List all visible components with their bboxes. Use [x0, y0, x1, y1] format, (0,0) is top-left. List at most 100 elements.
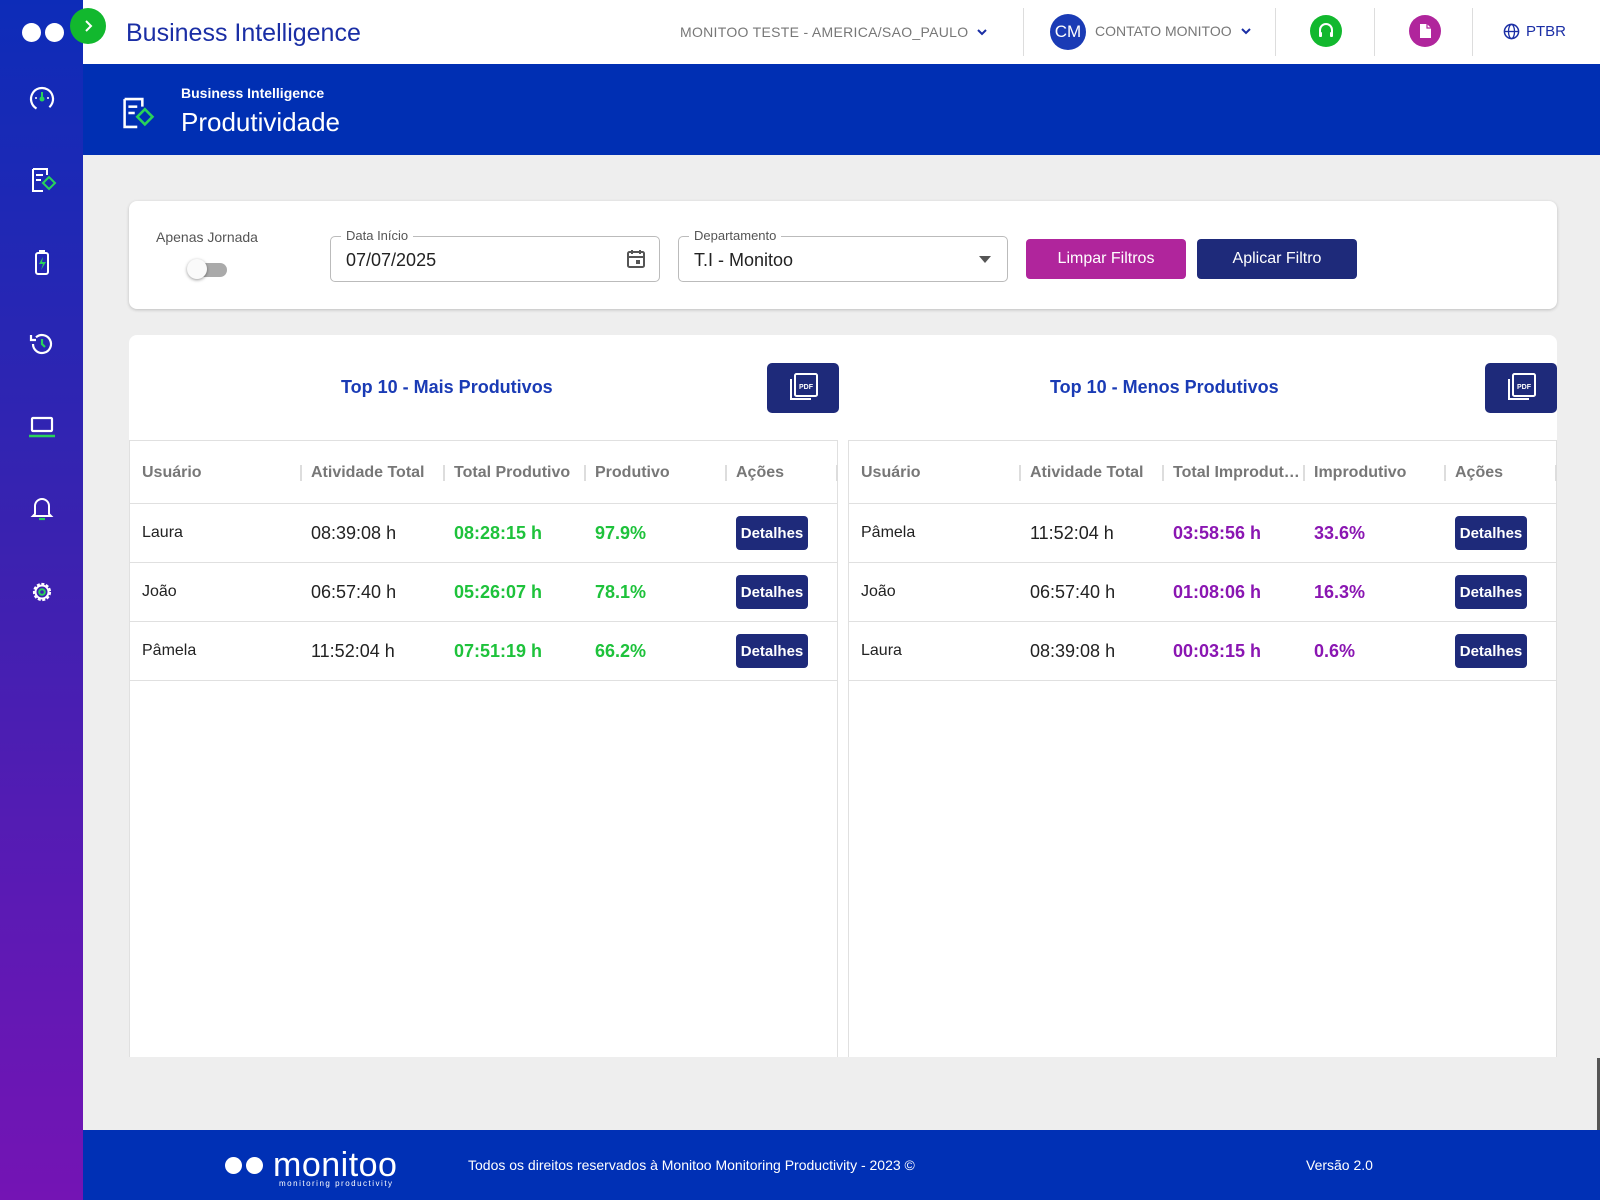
- avatar[interactable]: CM: [1050, 14, 1086, 50]
- column-header-user[interactable]: Usuário: [861, 464, 921, 481]
- battery-icon: [34, 250, 49, 275]
- app-logo: [0, 0, 83, 64]
- activity-total: 11:52:04 h: [1030, 523, 1114, 543]
- headset-icon: [1319, 23, 1333, 37]
- org-timezone-select[interactable]: MONITOO TESTE - AMERICA/SAO_PAULO: [680, 24, 988, 40]
- column-header-user[interactable]: Usuário: [142, 464, 202, 481]
- breadcrumb: Business Intelligence: [181, 85, 325, 101]
- chevron-right-icon: [85, 20, 93, 32]
- calendar-icon[interactable]: [625, 248, 647, 270]
- productive-percent: 78.1%: [595, 582, 647, 602]
- toggle-label: Apenas Jornada: [156, 229, 258, 245]
- top-header: Business Intelligence MONITOO TESTE - AM…: [83, 0, 1600, 64]
- department-value: T.I - Monitoo: [694, 250, 794, 270]
- sidebar: [0, 0, 83, 1200]
- nav-history[interactable]: [0, 314, 83, 374]
- document-button[interactable]: [1409, 15, 1441, 47]
- table-row: João 06:57:40 h 05:26:07 h 78.1% Detalhe…: [130, 563, 837, 622]
- column-header-actions: Ações: [1455, 464, 1504, 481]
- table-row: Pâmela 11:52:04 h 07:51:19 h 66.2% Detal…: [130, 622, 837, 681]
- header-divider: [1472, 8, 1473, 56]
- expand-sidebar-button[interactable]: [70, 8, 106, 44]
- nav-settings[interactable]: [0, 562, 83, 622]
- details-button[interactable]: Detalhes: [736, 575, 808, 609]
- gear-icon: [32, 582, 51, 602]
- user-name: Laura: [861, 642, 902, 659]
- column-header-activity[interactable]: Atividade Total: [311, 464, 425, 481]
- activity-total: 06:57:40 h: [311, 582, 397, 602]
- clear-filters-button[interactable]: Limpar Filtros: [1026, 239, 1186, 279]
- footer-version: Versão 2.0: [1306, 1157, 1373, 1173]
- user-select-label: CONTATO MONITOO: [1095, 23, 1232, 39]
- header-divider: [1023, 8, 1024, 56]
- activity-total: 06:57:40 h: [1030, 582, 1116, 602]
- export-pdf-unproductive-button[interactable]: PDF: [1485, 363, 1557, 413]
- tables-panel: Top 10 - Mais Produtivos PDF Usuário Ati…: [129, 335, 1557, 1057]
- org-select-label: MONITOO TESTE - AMERICA/SAO_PAULO: [680, 24, 969, 40]
- user-name: João: [142, 583, 177, 600]
- details-button[interactable]: Detalhes: [1455, 575, 1527, 609]
- bell-icon: [30, 498, 53, 521]
- table-row: Pâmela 11:52:04 h 03:58:56 h 33.6% Detal…: [849, 504, 1556, 563]
- globe-icon: [1503, 23, 1520, 40]
- department-select[interactable]: Departamento T.I - Monitoo: [678, 228, 1008, 282]
- total-productive: 08:28:15 h: [454, 523, 543, 543]
- unproductive-percent: 16.3%: [1314, 582, 1366, 602]
- app-title: Business Intelligence: [126, 19, 361, 47]
- column-header-total-unproductive[interactable]: Total Improdut…: [1173, 464, 1300, 481]
- support-button[interactable]: [1310, 15, 1342, 47]
- apply-filter-button[interactable]: Aplicar Filtro: [1197, 239, 1357, 279]
- page-scrollbar[interactable]: [1597, 1058, 1600, 1130]
- total-unproductive: 03:58:56 h: [1173, 523, 1262, 543]
- nav-battery[interactable]: [0, 232, 83, 292]
- nav-devices[interactable]: [0, 396, 83, 456]
- user-name: João: [861, 583, 896, 600]
- pdf-icon: PDF: [1508, 373, 1536, 400]
- apenas-jornada-toggle[interactable]: [187, 259, 229, 279]
- header-divider: [1275, 8, 1276, 56]
- nav-notifications[interactable]: [0, 478, 83, 538]
- details-button[interactable]: Detalhes: [1455, 634, 1527, 668]
- column-header-activity[interactable]: Atividade Total: [1030, 464, 1144, 481]
- table-row: Laura 08:39:08 h 08:28:15 h 97.9% Detalh…: [130, 504, 837, 563]
- activity-total: 08:39:08 h: [311, 523, 397, 543]
- total-unproductive: 00:03:15 h: [1173, 641, 1262, 661]
- column-header-total-productive[interactable]: Total Produtivo: [454, 464, 571, 481]
- laptop-icon: [28, 416, 55, 438]
- export-pdf-productive-button[interactable]: PDF: [767, 363, 839, 413]
- footer-copyright: Todos os direitos reservados à Monitoo M…: [468, 1157, 915, 1173]
- total-unproductive: 01:08:06 h: [1173, 582, 1262, 602]
- total-productive: 05:26:07 h: [454, 582, 543, 602]
- chevron-down-icon: [1240, 28, 1251, 35]
- nav-business-intelligence[interactable]: [0, 150, 83, 210]
- department-label: Departamento: [689, 228, 782, 243]
- page-banner: Business Intelligence Produtividade: [83, 64, 1600, 155]
- activity-total: 11:52:04 h: [311, 641, 395, 661]
- document-icon: [1420, 24, 1431, 38]
- filter-panel: Apenas Jornada Data Início 07/07/2025 De…: [129, 201, 1557, 309]
- header-divider: [1374, 8, 1375, 56]
- chevron-down-icon: [977, 29, 988, 36]
- unproductive-percent: 0.6%: [1314, 641, 1356, 661]
- dropdown-arrow-icon: [979, 256, 991, 263]
- user-name: Laura: [142, 524, 183, 541]
- date-start-value: 07/07/2025: [346, 250, 437, 270]
- language-select[interactable]: PTBR: [1503, 23, 1566, 40]
- user-name: Pâmela: [142, 642, 197, 659]
- footer: monitoo monitoring productivity Todos os…: [83, 1130, 1600, 1200]
- table-row: João 06:57:40 h 01:08:06 h 16.3% Detalhe…: [849, 563, 1556, 622]
- language-label: PTBR: [1526, 23, 1567, 40]
- total-productive: 07:51:19 h: [454, 641, 543, 661]
- details-button[interactable]: Detalhes: [736, 634, 808, 668]
- column-header-unproductive-percent[interactable]: Improdutivo: [1314, 464, 1407, 481]
- details-button[interactable]: Detalhes: [736, 516, 808, 550]
- nav-dashboard[interactable]: [0, 68, 83, 128]
- date-start-field[interactable]: Data Início 07/07/2025: [330, 228, 660, 282]
- user-name: Pâmela: [861, 524, 916, 541]
- column-header-actions: Ações: [736, 464, 785, 481]
- page-title: Produtividade: [181, 107, 340, 137]
- top-productive-table: Usuário Atividade Total Total Produtivo …: [129, 440, 838, 1057]
- column-header-productive-percent[interactable]: Produtivo: [595, 464, 670, 481]
- user-menu-select[interactable]: CONTATO MONITOO: [1095, 23, 1252, 39]
- details-button[interactable]: Detalhes: [1455, 516, 1527, 550]
